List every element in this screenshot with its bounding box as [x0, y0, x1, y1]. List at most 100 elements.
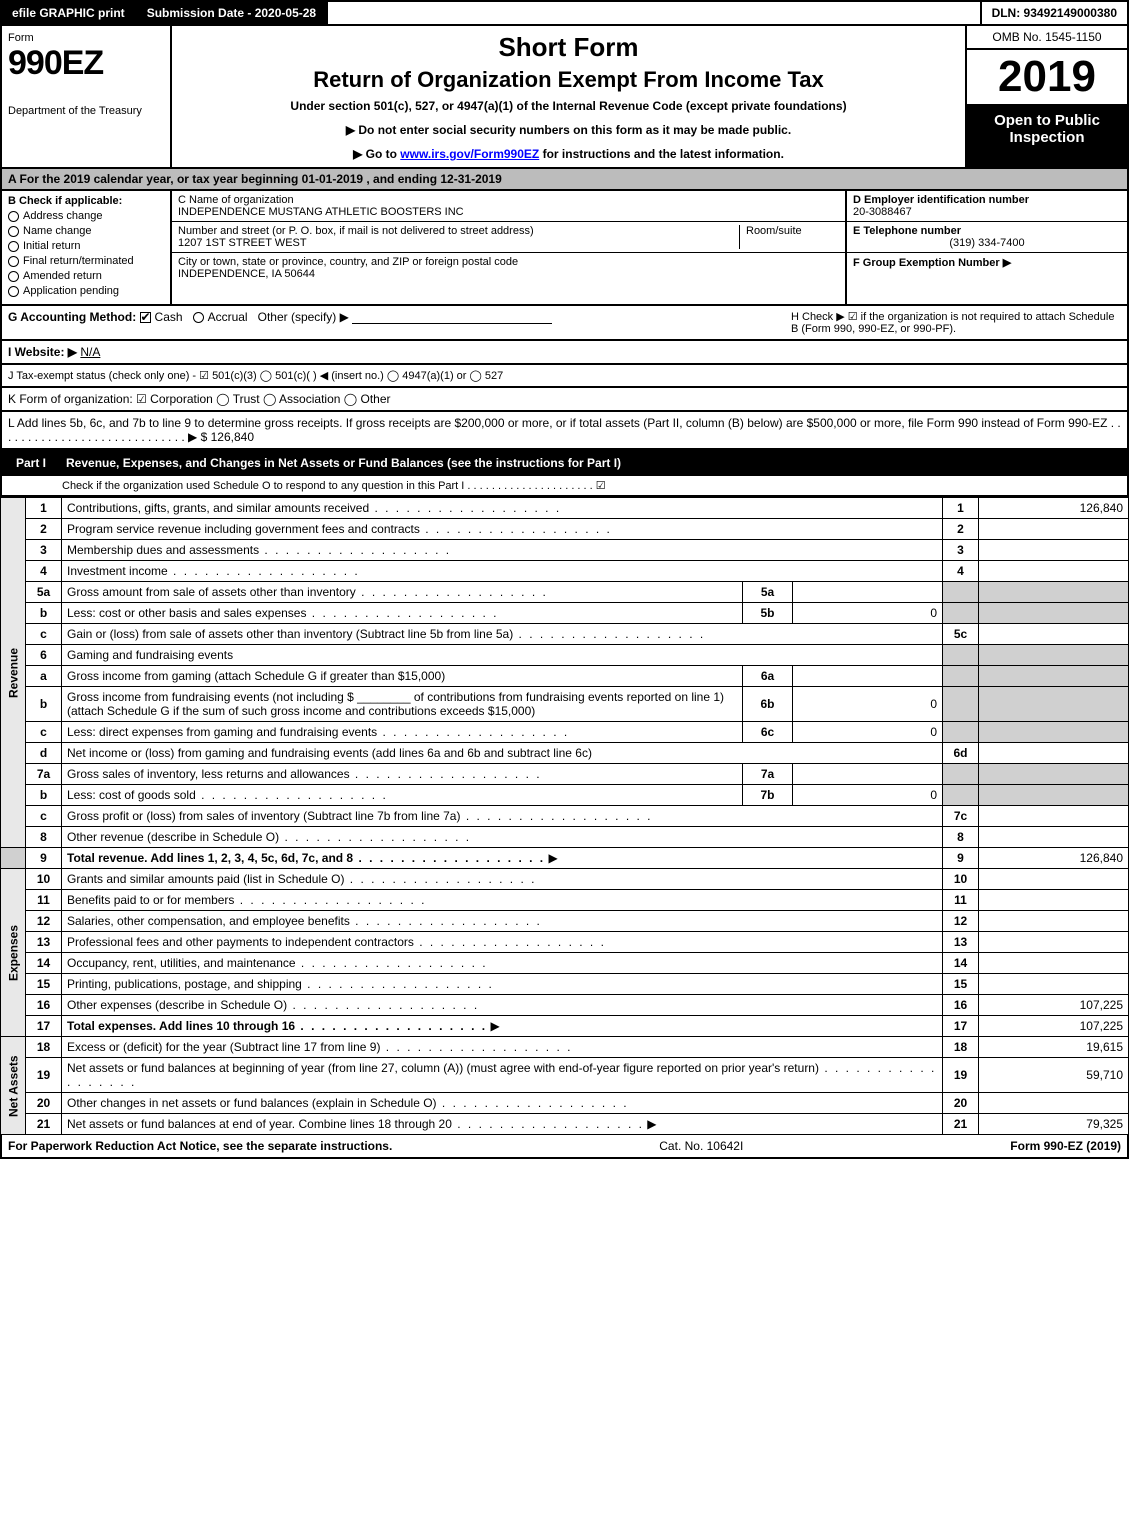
line-5b: bLess: cost or other basis and sales exp… — [1, 603, 1129, 624]
header-right: OMB No. 1545-1150 2019 Open to Public In… — [967, 26, 1127, 167]
efile-label: efile GRAPHIC print — [2, 2, 137, 24]
line-19: 19Net assets or fund balances at beginni… — [1, 1058, 1129, 1093]
line-21: 21Net assets or fund balances at end of … — [1, 1114, 1129, 1135]
chk-address-change[interactable]: Address change — [8, 210, 164, 222]
box-def: D Employer identification number 20-3088… — [847, 191, 1127, 304]
ein-label: D Employer identification number — [853, 194, 1121, 206]
group-exemption-label: F Group Exemption Number ▶ — [853, 256, 1121, 269]
org-name-label: C Name of organization — [178, 194, 839, 206]
revenue-side-label: Revenue — [1, 498, 26, 848]
line-9: 9Total revenue. Add lines 1, 2, 3, 4, 5c… — [1, 848, 1129, 869]
line-7c: cGross profit or (loss) from sales of in… — [1, 806, 1129, 827]
line-17: 17Total expenses. Add lines 10 through 1… — [1, 1016, 1129, 1037]
box-b: B Check if applicable: Address change Na… — [2, 191, 172, 304]
footer-form-ref: Form 990-EZ (2019) — [1010, 1139, 1121, 1153]
part-i-title: Revenue, Expenses, and Changes in Net As… — [66, 456, 621, 470]
line-18: Net Assets 18Excess or (deficit) for the… — [1, 1037, 1129, 1058]
form-label: Form — [8, 32, 164, 44]
row-l-text: L Add lines 5b, 6c, and 7b to line 9 to … — [8, 416, 1121, 444]
line-6d: dNet income or (loss) from gaming and fu… — [1, 743, 1129, 764]
box-c: C Name of organization INDEPENDENCE MUST… — [172, 191, 847, 304]
line-15: 15Printing, publications, postage, and s… — [1, 974, 1129, 995]
row-k-org-form: K Form of organization: ☑ Corporation ◯ … — [0, 388, 1129, 412]
part-i-header: Part I Revenue, Expenses, and Changes in… — [0, 450, 1129, 476]
line-2: 2Program service revenue including gover… — [1, 519, 1129, 540]
note2-prefix: ▶ Go to — [353, 147, 400, 161]
chk-application-pending[interactable]: Application pending — [8, 285, 164, 297]
city-label: City or town, state or province, country… — [178, 256, 839, 268]
room-suite-label: Room/suite — [739, 225, 839, 249]
tax-year: 2019 — [967, 50, 1127, 106]
return-title: Return of Organization Exempt From Incom… — [180, 67, 957, 93]
line-3: 3Membership dues and assessments3 — [1, 540, 1129, 561]
chk-accrual[interactable] — [193, 312, 204, 323]
phone: (319) 334-7400 — [853, 237, 1121, 249]
part-i-label: Part I — [8, 454, 54, 472]
footer-left: For Paperwork Reduction Act Notice, see … — [8, 1139, 392, 1153]
line-1: Revenue 1 Contributions, gifts, grants, … — [1, 498, 1129, 519]
block-bcdef: B Check if applicable: Address change Na… — [0, 191, 1129, 306]
part-i-subnote: Check if the organization used Schedule … — [0, 476, 1129, 497]
submission-date: Submission Date - 2020-05-28 — [137, 2, 328, 24]
form-number: 990EZ — [8, 44, 164, 83]
short-form-title: Short Form — [180, 32, 957, 63]
omb-number: OMB No. 1545-1150 — [967, 26, 1127, 50]
line-14: 14Occupancy, rent, utilities, and mainte… — [1, 953, 1129, 974]
chk-cash[interactable] — [140, 312, 151, 323]
line-13: 13Professional fees and other payments t… — [1, 932, 1129, 953]
row-h: H Check ▶ ☑ if the organization is not r… — [781, 310, 1121, 335]
phone-label: E Telephone number — [853, 225, 1121, 237]
row-j-tax-exempt: J Tax-exempt status (check only one) - ☑… — [0, 365, 1129, 388]
line-6: 6Gaming and fundraising events — [1, 645, 1129, 666]
chk-final-return[interactable]: Final return/terminated — [8, 255, 164, 267]
row-g-h: G Accounting Method: Cash Accrual Other … — [0, 306, 1129, 341]
line-7b: bLess: cost of goods sold7b0 — [1, 785, 1129, 806]
top-bar: efile GRAPHIC print Submission Date - 20… — [0, 0, 1129, 26]
note2-suffix: for instructions and the latest informat… — [539, 147, 784, 161]
line-16: 16Other expenses (describe in Schedule O… — [1, 995, 1129, 1016]
instructions-link-line: ▶ Go to www.irs.gov/Form990EZ for instru… — [180, 147, 957, 161]
website-value: N/A — [80, 345, 100, 359]
row-l-amount: 126,840 — [211, 430, 254, 444]
line-6c: cLess: direct expenses from gaming and f… — [1, 722, 1129, 743]
line-8: 8Other revenue (describe in Schedule O)8 — [1, 827, 1129, 848]
lines-table: Revenue 1 Contributions, gifts, grants, … — [0, 497, 1129, 1135]
row-a-tax-year: A For the 2019 calendar year, or tax yea… — [0, 169, 1129, 191]
line-4: 4Investment income4 — [1, 561, 1129, 582]
line-5a: 5aGross amount from sale of assets other… — [1, 582, 1129, 603]
city: INDEPENDENCE, IA 50644 — [178, 268, 839, 280]
ssn-warning: ▶ Do not enter social security numbers o… — [180, 123, 957, 137]
line-12: 12Salaries, other compensation, and empl… — [1, 911, 1129, 932]
chk-name-change[interactable]: Name change — [8, 225, 164, 237]
row-i-website: I Website: ▶ N/A — [0, 341, 1129, 365]
org-name: INDEPENDENCE MUSTANG ATHLETIC BOOSTERS I… — [178, 206, 839, 218]
line-20: 20Other changes in net assets or fund ba… — [1, 1093, 1129, 1114]
accounting-method-label: G Accounting Method: — [8, 310, 136, 324]
street: 1207 1ST STREET WEST — [178, 237, 739, 249]
net-assets-side-label: Net Assets — [1, 1037, 26, 1135]
chk-initial-return[interactable]: Initial return — [8, 240, 164, 252]
under-section: Under section 501(c), 527, or 4947(a)(1)… — [180, 99, 957, 113]
line-6b: bGross income from fundraising events (n… — [1, 687, 1129, 722]
other-specify-blank[interactable] — [352, 312, 552, 324]
dln: DLN: 93492149000380 — [980, 2, 1127, 24]
ein: 20-3088467 — [853, 206, 1121, 218]
line-10: Expenses 10Grants and similar amounts pa… — [1, 869, 1129, 890]
box-b-title: B Check if applicable: — [8, 195, 164, 207]
header-center: Short Form Return of Organization Exempt… — [172, 26, 967, 167]
line-5c: cGain or (loss) from sale of assets othe… — [1, 624, 1129, 645]
header-left: Form 990EZ Department of the Treasury — [2, 26, 172, 167]
irs-link[interactable]: www.irs.gov/Form990EZ — [400, 147, 539, 161]
expenses-side-label: Expenses — [1, 869, 26, 1037]
line-7a: 7aGross sales of inventory, less returns… — [1, 764, 1129, 785]
department: Department of the Treasury — [8, 105, 164, 117]
line-6a: aGross income from gaming (attach Schedu… — [1, 666, 1129, 687]
form-header: Form 990EZ Department of the Treasury Sh… — [0, 26, 1129, 169]
open-to-public: Open to Public Inspection — [967, 106, 1127, 167]
row-l-gross-receipts: L Add lines 5b, 6c, and 7b to line 9 to … — [0, 412, 1129, 450]
page-footer: For Paperwork Reduction Act Notice, see … — [0, 1135, 1129, 1159]
footer-cat-no: Cat. No. 10642I — [392, 1139, 1010, 1153]
website-label: I Website: ▶ — [8, 345, 77, 359]
line-11: 11Benefits paid to or for members11 — [1, 890, 1129, 911]
chk-amended-return[interactable]: Amended return — [8, 270, 164, 282]
